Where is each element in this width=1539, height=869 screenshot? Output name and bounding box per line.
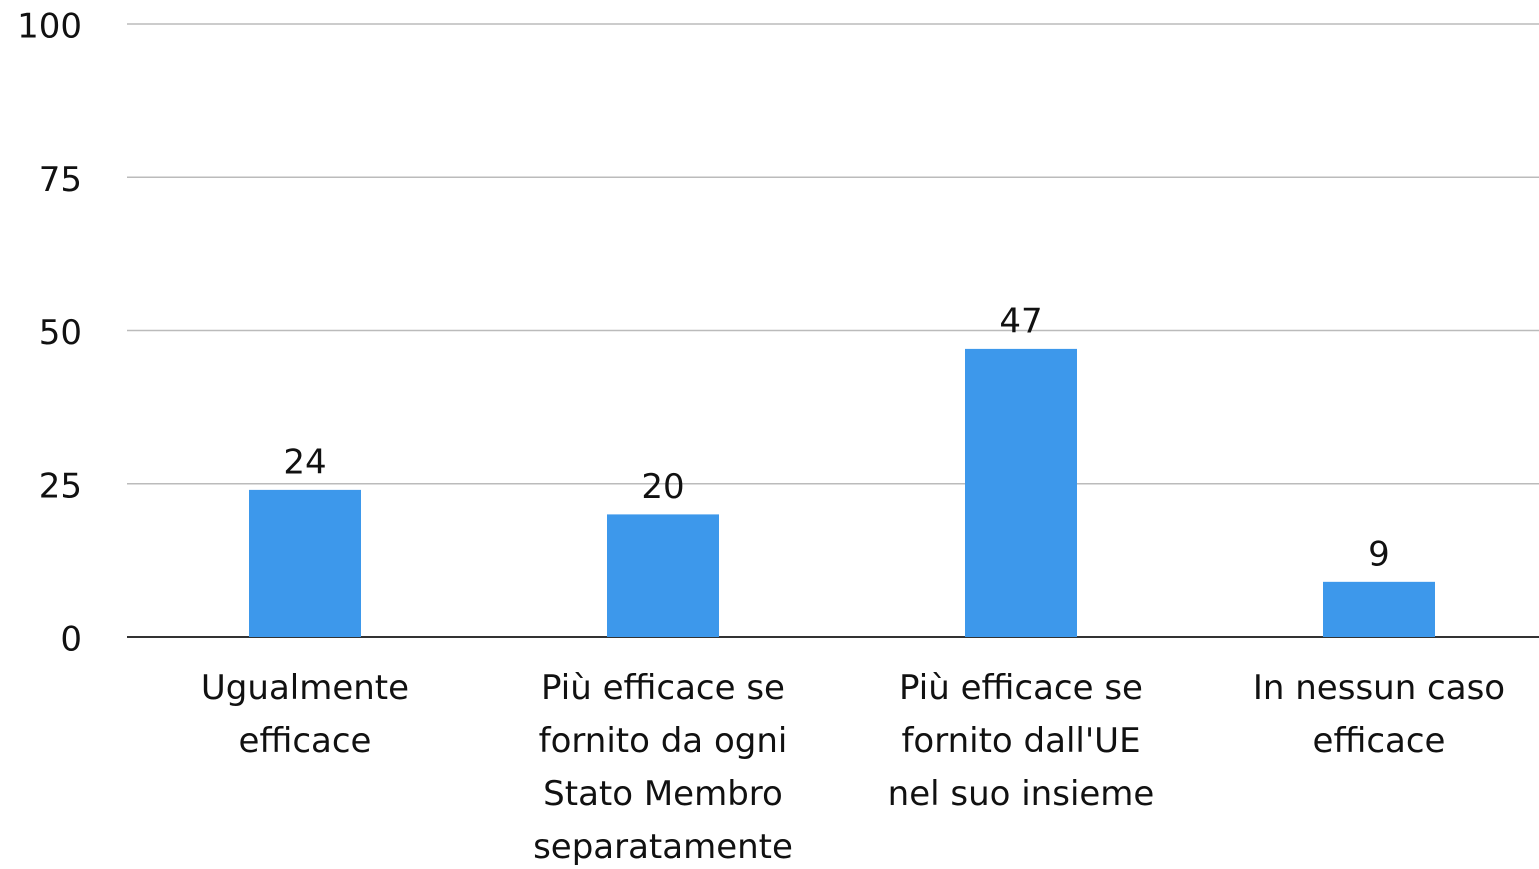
x-tick-label: In nessun caso efficace bbox=[1252, 668, 1506, 761]
y-tick-label: 100 bbox=[17, 7, 82, 47]
value-label: 47 bbox=[999, 301, 1042, 341]
x-tick-label: Più efficace se fornito da ogni Stato Me… bbox=[533, 668, 793, 867]
value-label: 20 bbox=[641, 467, 684, 507]
y-tick-label: 25 bbox=[39, 466, 82, 506]
x-tick-label: Più efficace se fornito dall'UE nel suo … bbox=[887, 668, 1155, 814]
y-tick-label: 75 bbox=[39, 160, 82, 200]
bar bbox=[607, 514, 719, 637]
bar bbox=[965, 348, 1077, 637]
y-tick-label: 50 bbox=[39, 313, 82, 353]
bar bbox=[249, 489, 361, 637]
value-label: 24 bbox=[283, 442, 326, 482]
y-tick-label: 0 bbox=[60, 620, 82, 660]
x-tick-label: Ugualmente efficace bbox=[200, 668, 410, 761]
bar bbox=[1323, 581, 1435, 637]
value-label: 9 bbox=[1368, 534, 1390, 574]
